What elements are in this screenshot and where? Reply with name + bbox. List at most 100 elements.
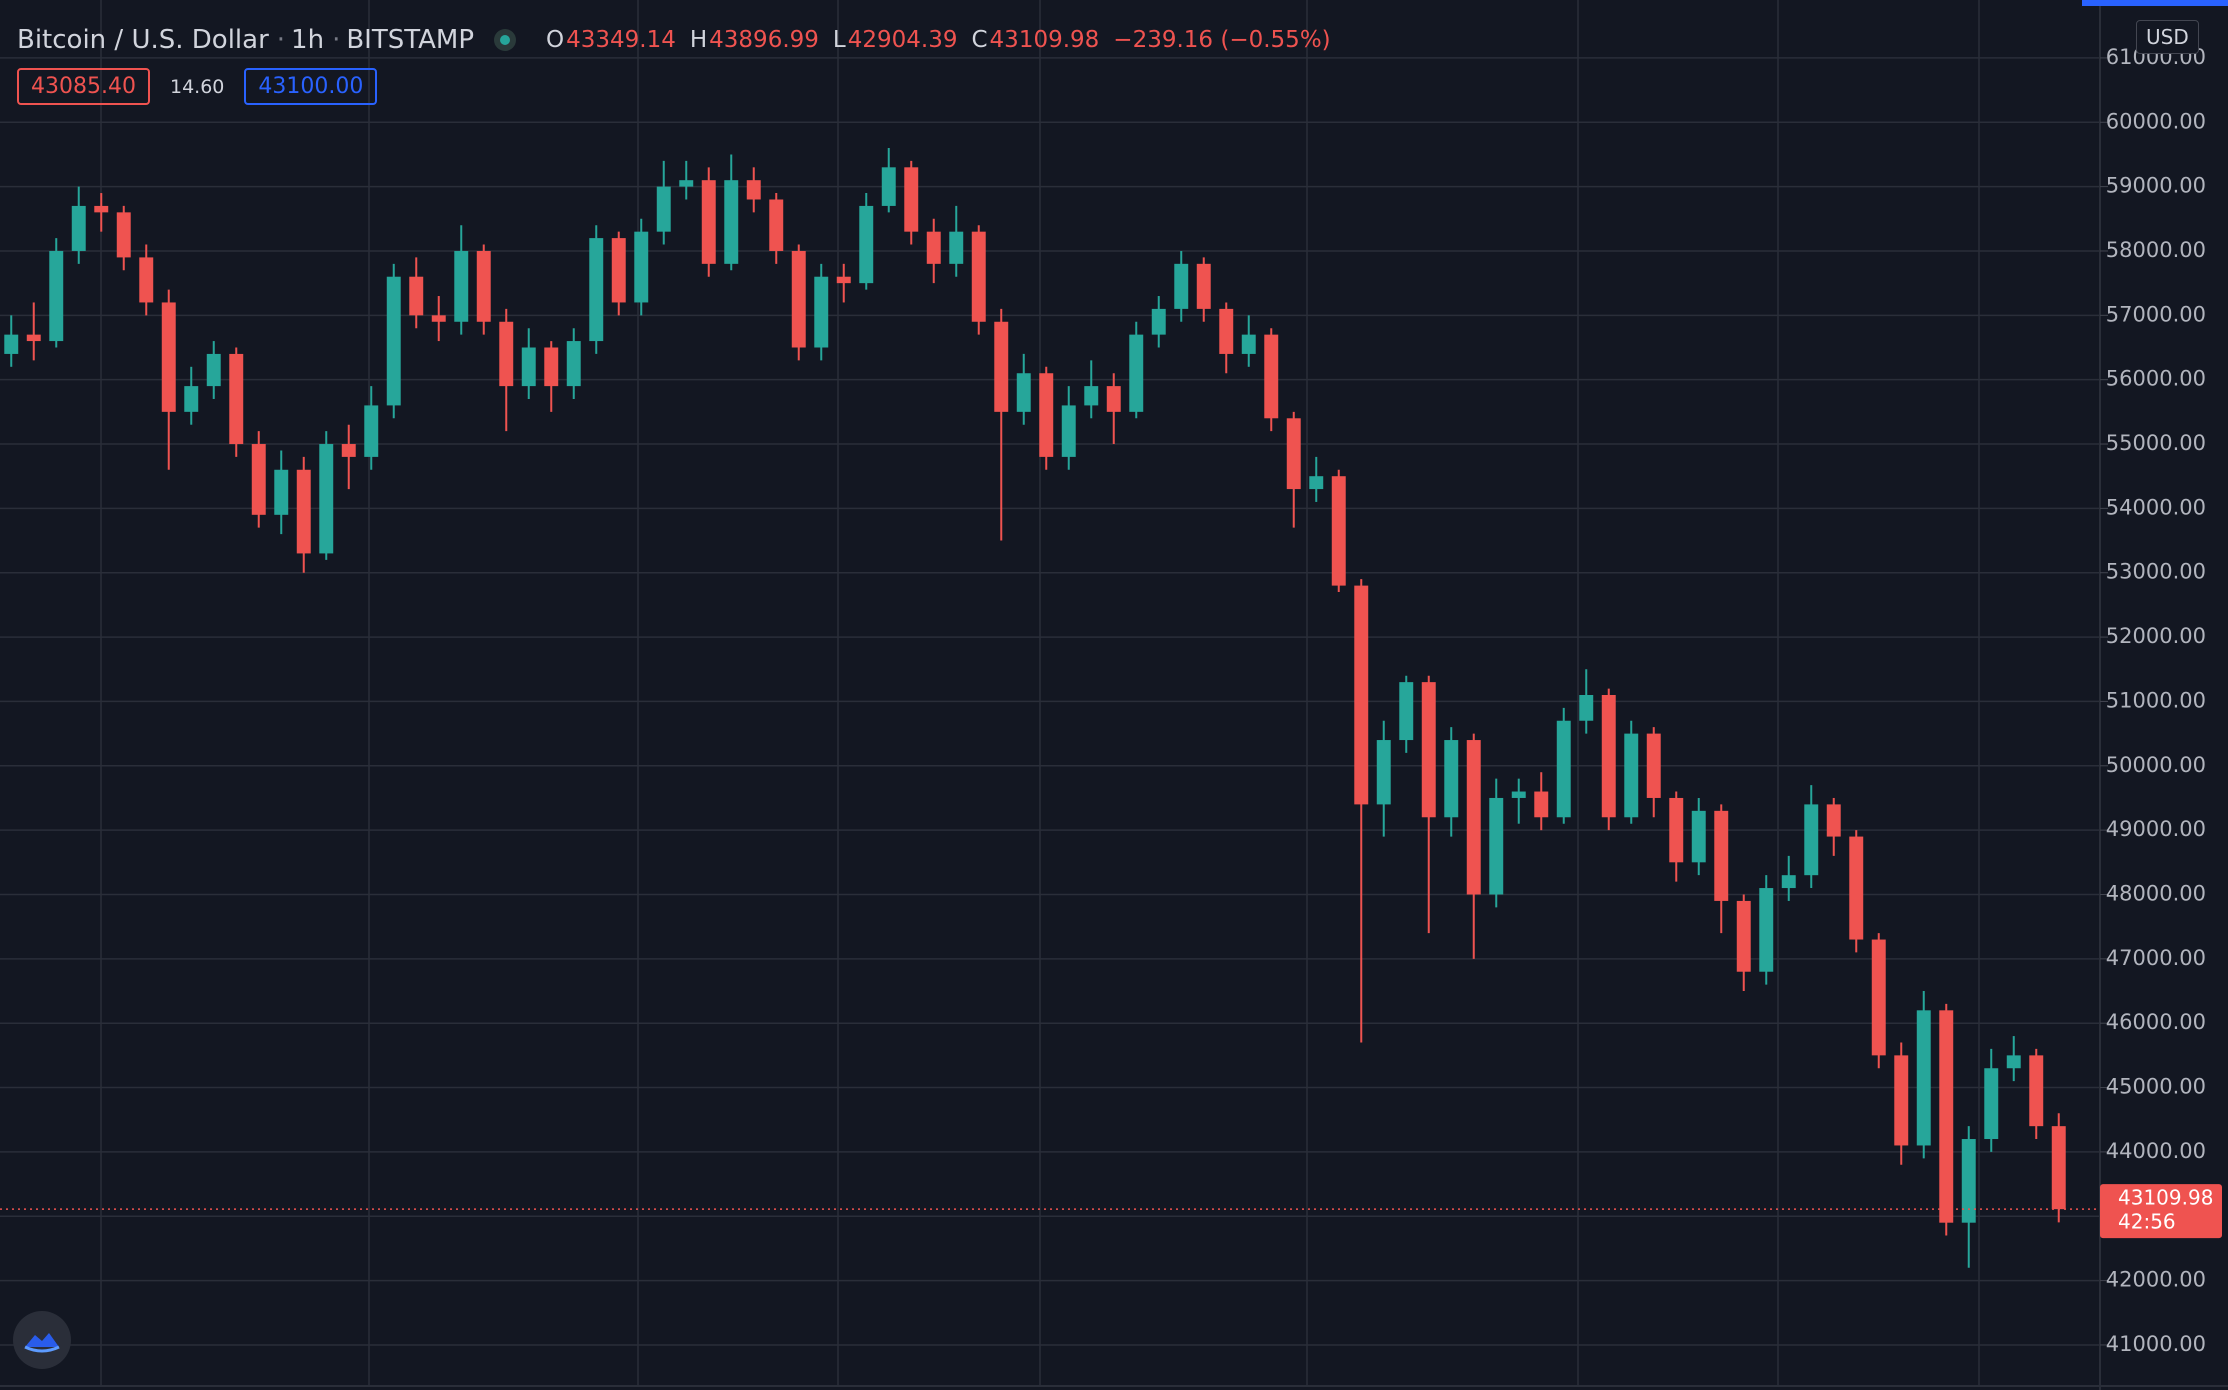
candle-body xyxy=(949,231,964,264)
candle-body xyxy=(1151,308,1166,335)
y-tick-label: 59000.00 xyxy=(2106,174,2206,198)
candle-body xyxy=(139,257,154,303)
candle-body xyxy=(116,212,131,258)
candle-body xyxy=(409,276,424,316)
candle-body xyxy=(1174,263,1189,309)
symbol: Bitcoin / U.S. Dollar xyxy=(17,25,269,55)
candle-body xyxy=(679,180,694,187)
candle-body xyxy=(1736,900,1751,972)
sell-button[interactable]: 43085.40 xyxy=(17,68,150,105)
candle-body xyxy=(1939,1010,1954,1223)
y-tick-label: 48000.00 xyxy=(2106,881,2206,905)
candle-body xyxy=(2029,1055,2044,1127)
exchange: BITSTAMP xyxy=(346,25,474,55)
candle-body xyxy=(319,444,334,554)
y-tick-label: 52000.00 xyxy=(2106,624,2206,648)
y-tick-label: 58000.00 xyxy=(2106,238,2206,262)
candle-body xyxy=(1826,804,1841,837)
y-tick-label: 41000.00 xyxy=(2106,1332,2206,1356)
candle-body xyxy=(859,205,874,284)
spread: 14.60 xyxy=(169,75,225,98)
candle-body xyxy=(1691,810,1706,863)
candle-body xyxy=(1129,334,1144,412)
candle-body xyxy=(1511,791,1526,798)
y-tick-label: 49000.00 xyxy=(2106,817,2206,841)
candle-body xyxy=(656,186,671,232)
candle-body xyxy=(701,180,716,264)
change: −239.16 (−0.55%) xyxy=(1113,27,1331,53)
candle-body xyxy=(1759,888,1774,972)
candle-body xyxy=(1241,334,1256,354)
ohlc: O 43349.14 H 43896.99 L 42904.39 C 43109.98 … xyxy=(546,27,1345,53)
currency-button[interactable]: USD xyxy=(2136,20,2199,54)
candle-body xyxy=(206,353,221,387)
y-tick-label: 60000.00 xyxy=(2106,109,2206,133)
y-tick-label: 55000.00 xyxy=(2106,431,2206,455)
candle-body xyxy=(1219,308,1234,354)
logo[interactable] xyxy=(13,1311,71,1369)
candle-body xyxy=(386,276,401,406)
candle-body xyxy=(1196,263,1211,309)
y-tick-label: 53000.00 xyxy=(2106,560,2206,584)
candle-body xyxy=(71,205,86,251)
candle-body xyxy=(1849,836,1864,940)
candle-body xyxy=(49,250,64,342)
candle-body xyxy=(364,405,379,457)
candle-body xyxy=(1084,386,1099,406)
candle-body xyxy=(1804,804,1819,876)
y-tick-label: 54000.00 xyxy=(2106,495,2206,519)
close-value: 43109.98 xyxy=(989,27,1100,53)
candle-body xyxy=(296,469,311,554)
candle-body xyxy=(454,250,469,322)
candle-body xyxy=(724,180,739,264)
candle-body xyxy=(1331,476,1346,586)
candle-body xyxy=(26,334,41,342)
candle-body xyxy=(769,199,784,251)
y-tick-label: 57000.00 xyxy=(2106,302,2206,326)
candle-body xyxy=(1106,386,1121,412)
candle-body xyxy=(1984,1068,1999,1140)
candle-body xyxy=(4,334,19,354)
low-label: L xyxy=(832,27,846,53)
time-grid xyxy=(100,0,1980,1385)
candle-body xyxy=(1624,733,1639,818)
high-label: H xyxy=(689,27,708,53)
candle-body xyxy=(1781,875,1796,889)
candle-body xyxy=(1354,585,1369,805)
candle-body xyxy=(1556,720,1571,818)
candle-body xyxy=(1714,810,1729,901)
price-tag-countdown: 42:56 xyxy=(2118,1210,2176,1234)
candle-body xyxy=(1421,682,1436,818)
candle-body xyxy=(994,321,1009,412)
y-tick-label: 51000.00 xyxy=(2106,688,2206,712)
candle-body xyxy=(1489,797,1504,895)
candle-body xyxy=(904,167,919,232)
candle-body xyxy=(926,231,941,264)
candle-body xyxy=(499,321,514,387)
y-tick-label: 46000.00 xyxy=(2106,1010,2206,1034)
buy-button[interactable]: 43100.00 xyxy=(244,68,378,105)
legend: Bitcoin / U.S. Dollar · 1h · BITSTAMP O 433… xyxy=(17,22,1345,58)
candle-body xyxy=(1961,1139,1976,1223)
candle-body xyxy=(971,231,986,322)
interval[interactable]: 1h xyxy=(291,25,325,55)
candle-body xyxy=(1601,695,1616,818)
open-value: 43349.14 xyxy=(566,27,676,53)
candle-body xyxy=(229,353,244,445)
candle-body xyxy=(2006,1055,2021,1069)
candle-body xyxy=(634,231,649,303)
candle-body xyxy=(1646,733,1661,798)
candle-body xyxy=(94,205,109,213)
candle-body xyxy=(1264,334,1279,419)
y-tick-label: 45000.00 xyxy=(2106,1075,2206,1099)
candle-body xyxy=(1376,740,1391,805)
candle-body xyxy=(791,250,806,348)
candle-body xyxy=(1916,1010,1931,1146)
status-dot xyxy=(494,29,516,51)
candle-body xyxy=(476,250,491,322)
candle-body xyxy=(1579,695,1594,721)
candle-body xyxy=(2051,1126,2066,1210)
candle-body xyxy=(1534,791,1549,818)
